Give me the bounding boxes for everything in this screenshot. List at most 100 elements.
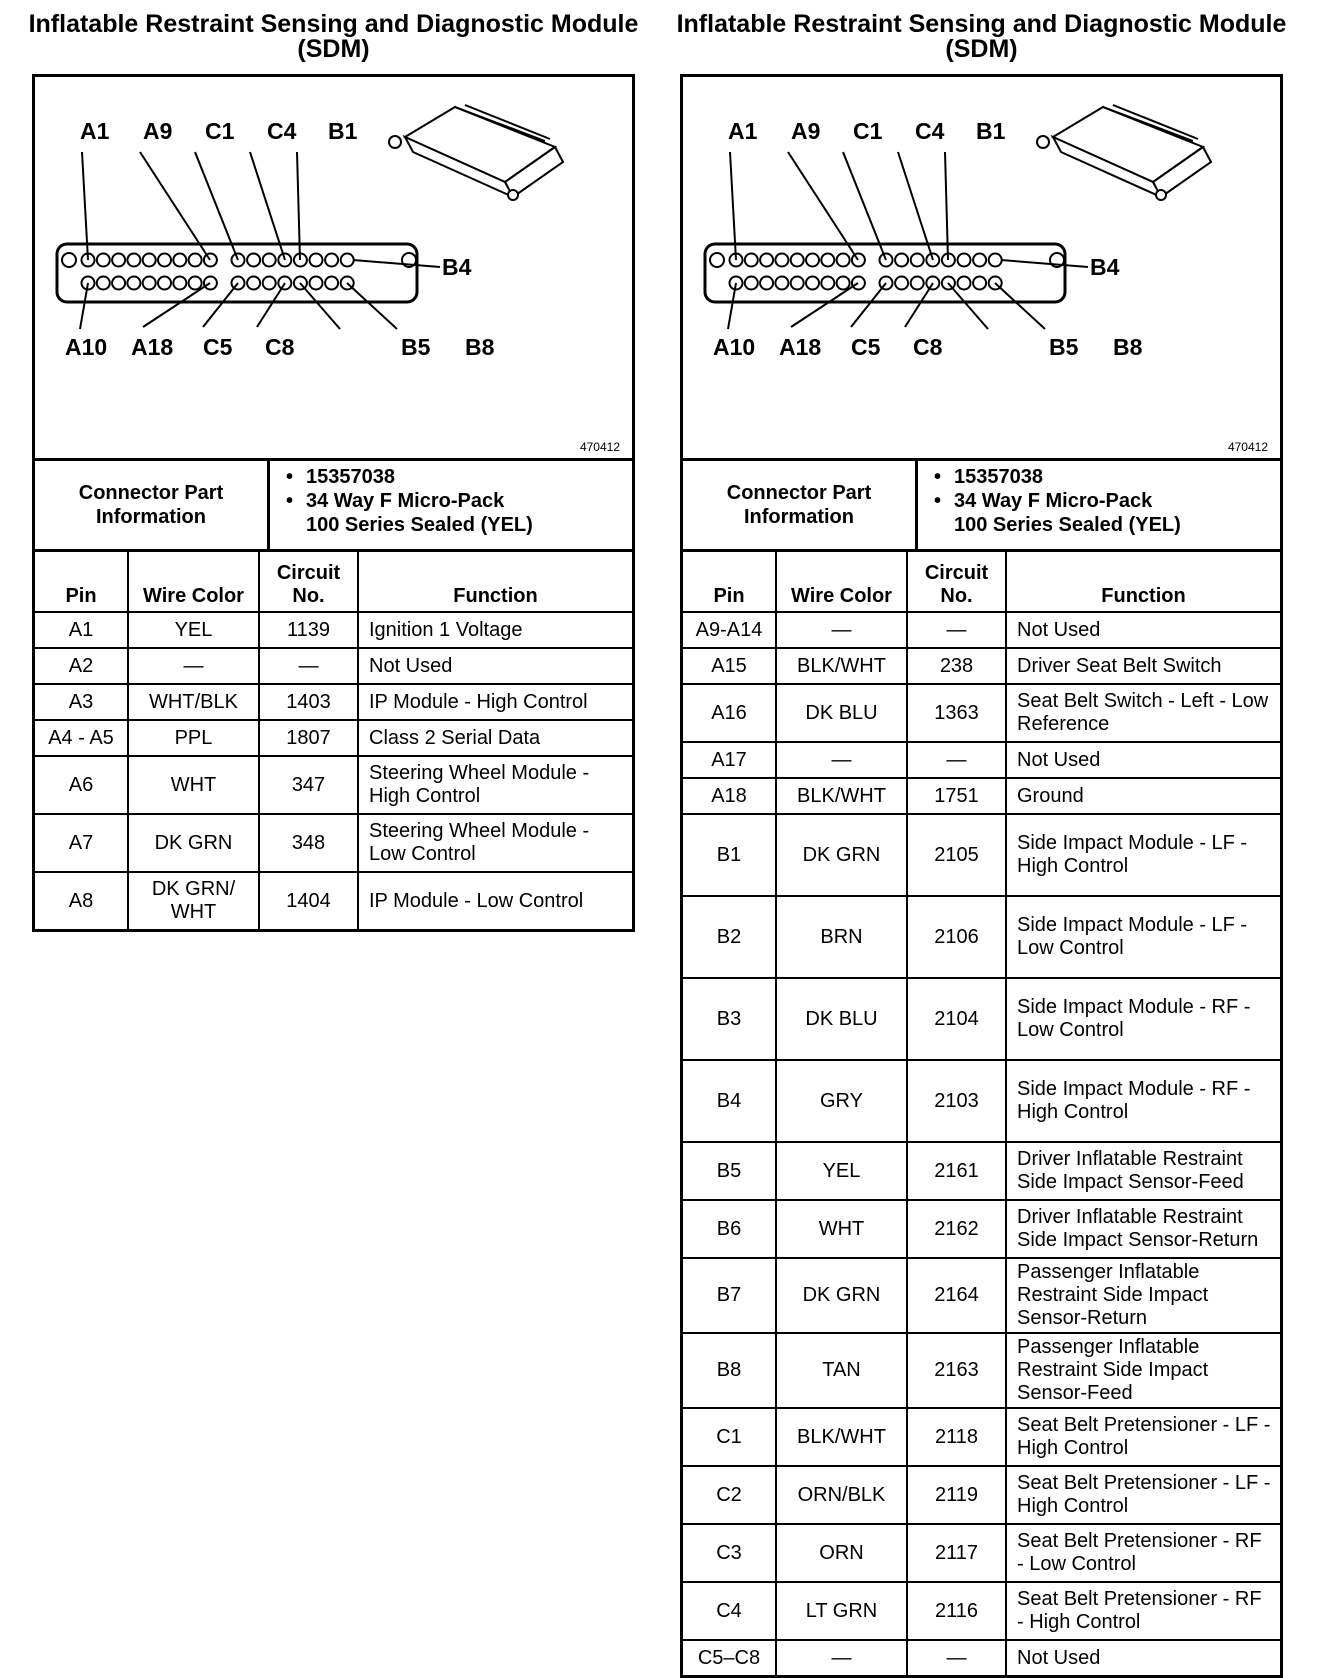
column-header: Circuit No. xyxy=(906,552,1007,613)
leader-line xyxy=(904,282,934,328)
leader-line xyxy=(346,282,398,330)
connector-table: A1 A9 C1 C4 B1 B4 A10 A18 C5 C8 B5 B8 470412 Connec… xyxy=(680,74,1283,1678)
pin-cavity xyxy=(820,252,836,268)
wire-color-cell: BRN xyxy=(775,895,908,979)
wire-color-cell: YEL xyxy=(775,1141,908,1201)
table-row: C1 BLK/WHT 2118 Seat Belt Pretensioner -… xyxy=(683,1407,1280,1467)
pin-cavity xyxy=(261,275,277,291)
leader-line xyxy=(194,151,239,261)
pin-cell: A15 xyxy=(683,647,777,685)
leader-line xyxy=(142,282,211,328)
table-row: B4 GRY 2103 Side Impact Module - RF - Hi… xyxy=(683,1059,1280,1143)
pin-cavity xyxy=(820,275,836,291)
circuit-cell: 238 xyxy=(906,647,1007,685)
pin-cavity xyxy=(339,252,355,268)
circuit-cell: 2118 xyxy=(906,1407,1007,1467)
function-cell: Seat Belt Switch - Left - Low Reference xyxy=(1005,683,1280,743)
table-row: A6 WHT 347 Steering Wheel Module - High … xyxy=(35,755,632,815)
circuit-cell: 1403 xyxy=(258,683,359,721)
pin-cell: C5–C8 xyxy=(683,1639,777,1675)
pin-label: A18 xyxy=(779,334,821,360)
leader-line xyxy=(256,282,286,328)
table-row: A9-A14 — — Not Used xyxy=(683,611,1280,649)
pin-cell: A18 xyxy=(683,777,777,815)
wire-color-cell: — xyxy=(127,647,260,685)
circuit-cell: 2163 xyxy=(906,1332,1007,1409)
function-cell: Passenger Inflatable Restraint Side Impa… xyxy=(1005,1332,1280,1409)
circuit-cell: 348 xyxy=(258,813,359,873)
panel-title: Inflatable Restraint Sensing and Diagnos… xyxy=(676,10,1287,63)
pin-cell: B6 xyxy=(683,1199,777,1259)
pin-cavity xyxy=(95,252,111,268)
wire-color-cell: ORN/BLK xyxy=(775,1465,908,1525)
function-cell: Driver Inflatable Restraint Side Impact … xyxy=(1005,1199,1280,1259)
circuit-cell: — xyxy=(906,1639,1007,1675)
function-cell: Class 2 Serial Data xyxy=(357,719,632,757)
connector-part-info-label: Connector Part Information xyxy=(683,461,918,549)
table-row: C4 LT GRN 2116 Seat Belt Pretensioner - … xyxy=(683,1581,1280,1641)
table-row: A1 YEL 1139 Ignition 1 Voltage xyxy=(35,611,632,649)
pin-cavity xyxy=(774,252,790,268)
function-cell: Seat Belt Pretensioner - RF - Low Contro… xyxy=(1005,1523,1280,1583)
pin-label: B1 xyxy=(328,118,358,144)
function-cell: Side Impact Module - RF - High Control xyxy=(1005,1059,1280,1143)
pin-cavity xyxy=(789,252,805,268)
pin-label: B8 xyxy=(465,334,495,360)
column-header: Pin xyxy=(683,552,777,613)
column-header: Wire Color xyxy=(127,552,260,613)
pin-cavity xyxy=(202,275,218,291)
table-row: A8 DK GRN/ WHT 1404 IP Module - Low Cont… xyxy=(35,871,632,929)
connector-face-diagram: A1 A9 C1 C4 B1 B4 A10 A18 C5 C8 B5 B8 xyxy=(55,104,565,360)
function-cell: Steering Wheel Module - High Control xyxy=(357,755,632,815)
pin-cavity xyxy=(111,252,127,268)
pinout-table: Pin Wire Color Circuit No. Function A9-A14 … xyxy=(683,552,1280,1675)
pin-cavity xyxy=(987,252,1003,268)
pin-cavity xyxy=(324,275,340,291)
table-row: C3 ORN 2117 Seat Belt Pretensioner - RF … xyxy=(683,1523,1280,1583)
pin-cavity xyxy=(850,275,866,291)
pin-cell: C2 xyxy=(683,1465,777,1525)
connector-body xyxy=(55,242,419,304)
leader-line xyxy=(944,151,949,261)
connector-part-bullet: 34 Way F Micro-Pack 100 Series Sealed (Y… xyxy=(934,489,1280,537)
pin-cell: A17 xyxy=(683,741,777,779)
function-cell: Driver Inflatable Restraint Side Impact … xyxy=(1005,1141,1280,1201)
pin-cavity xyxy=(972,275,988,291)
table-row: B3 DK BLU 2104 Side Impact Module - RF -… xyxy=(683,977,1280,1061)
pin-cell: A1 xyxy=(35,611,129,649)
table-row: A15 BLK/WHT 238 Driver Seat Belt Switch xyxy=(683,647,1280,685)
leader-line xyxy=(202,282,239,328)
table-row: A17 — — Not Used xyxy=(683,741,1280,779)
pin-label: B4 xyxy=(1090,254,1120,280)
pinout-table: Pin Wire Color Circuit No. Function A1 YEL … xyxy=(35,552,632,929)
connector-table: A1 A9 C1 C4 B1 B4 A10 A18 C5 C8 B5 B8 470412 Connec… xyxy=(32,74,635,932)
pin-cavity xyxy=(894,275,910,291)
table-row: A3 WHT/BLK 1403 IP Module - High Control xyxy=(35,683,632,721)
wire-color-cell: DK GRN/ WHT xyxy=(127,871,260,929)
pin-label: B5 xyxy=(401,334,431,360)
pin-cell: B2 xyxy=(683,895,777,979)
connector-part-info: Connector Part Information 1535703834 Wa… xyxy=(683,461,1280,552)
pin-label: C4 xyxy=(267,118,297,144)
wire-color-cell: LT GRN xyxy=(775,1581,908,1641)
leader-line xyxy=(729,151,737,261)
pin-cavity xyxy=(126,275,142,291)
function-cell: Seat Belt Pretensioner - LF - High Contr… xyxy=(1005,1465,1280,1525)
leader-line xyxy=(249,151,286,261)
pin-cavity xyxy=(956,252,972,268)
function-cell: Not Used xyxy=(1005,741,1280,779)
leader-line xyxy=(947,282,989,330)
circuit-cell: 1751 xyxy=(906,777,1007,815)
pin-label: A18 xyxy=(131,334,173,360)
pin-cell: B7 xyxy=(683,1257,777,1334)
circuit-cell: 2116 xyxy=(906,1581,1007,1641)
pin-cavity xyxy=(157,252,172,268)
pin-label: A1 xyxy=(80,118,110,144)
pin-cavity xyxy=(774,275,790,291)
wire-color-cell: — xyxy=(775,741,908,779)
pin-cell: C3 xyxy=(683,1523,777,1583)
table-header: Pin Wire Color Circuit No. Function xyxy=(35,552,632,613)
connector-face-diagram: A1 A9 C1 C4 B1 B4 A10 A18 C5 C8 B5 B8 xyxy=(703,104,1213,360)
wire-color-cell: — xyxy=(775,611,908,649)
wire-color-cell: YEL xyxy=(127,611,260,649)
